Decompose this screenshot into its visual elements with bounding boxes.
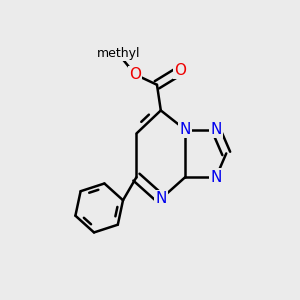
- Text: O: O: [174, 63, 186, 78]
- Text: N: N: [210, 122, 222, 137]
- Text: methyl: methyl: [97, 47, 140, 61]
- Text: O: O: [129, 67, 141, 82]
- Text: N: N: [210, 170, 222, 185]
- Text: N: N: [155, 191, 166, 206]
- Text: N: N: [179, 122, 191, 137]
